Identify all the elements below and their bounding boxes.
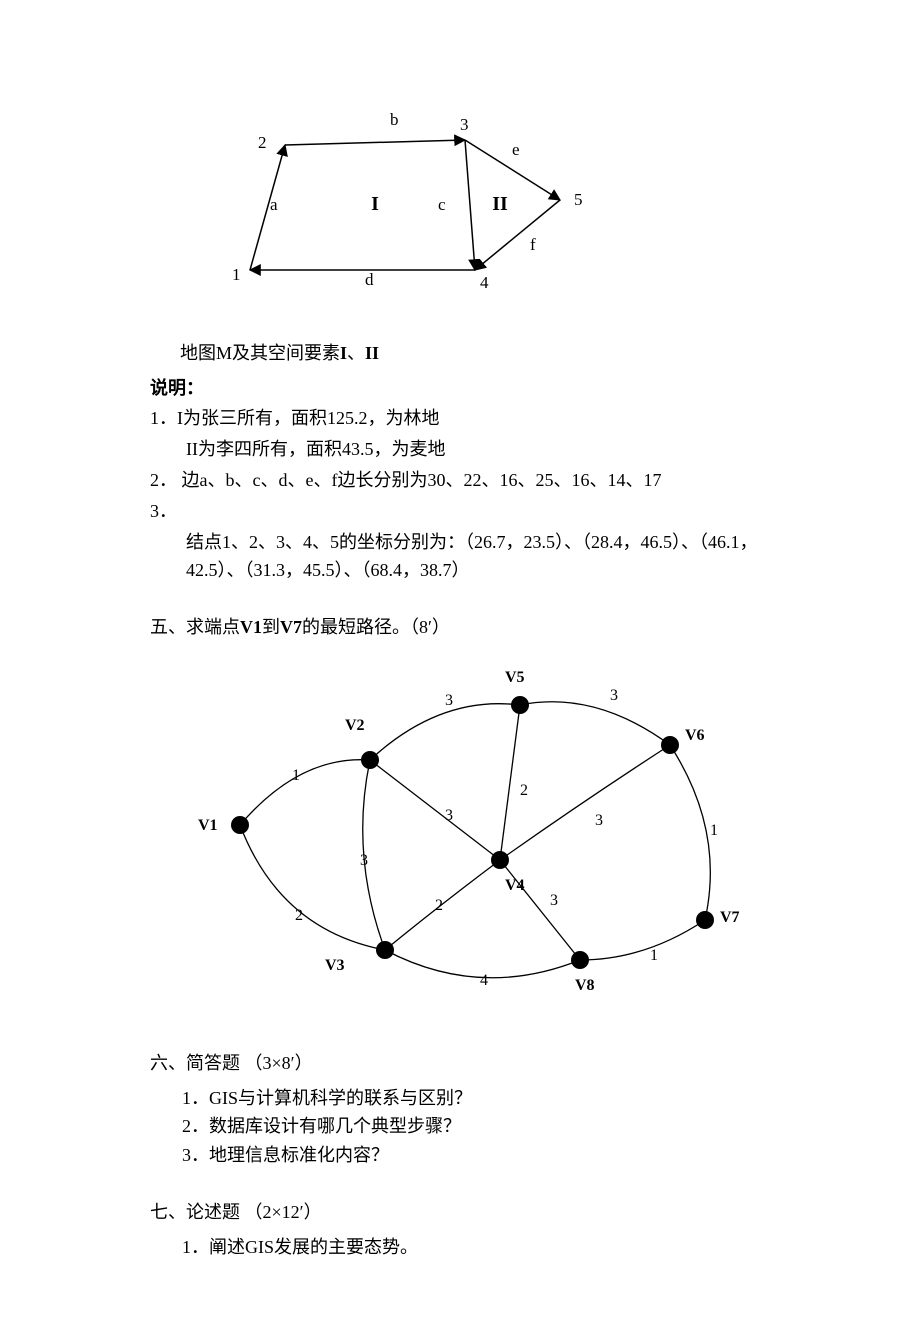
description-line: 1．I为张三所有，面积125.2，为林地: [150, 404, 790, 433]
svg-text:1: 1: [232, 265, 241, 284]
svg-text:1: 1: [710, 822, 718, 839]
svg-text:4: 4: [480, 972, 488, 989]
svg-text:V1: V1: [198, 817, 218, 834]
svg-text:V8: V8: [575, 977, 595, 994]
svg-text:b: b: [390, 110, 399, 129]
svg-text:V6: V6: [685, 727, 705, 744]
svg-text:V7: V7: [720, 909, 740, 926]
section5-text: 五、求端点V1到V7的最短路径。（8′）: [150, 617, 450, 637]
svg-text:4: 4: [480, 273, 489, 292]
caption-text: 地图M及其空间要素I、II: [180, 343, 379, 363]
svg-text:2: 2: [435, 897, 443, 914]
question-item: 1．阐述GIS发展的主要态势。: [182, 1233, 790, 1262]
svg-text:V2: V2: [345, 717, 365, 734]
svg-text:3: 3: [550, 892, 558, 909]
svg-text:d: d: [365, 270, 374, 289]
svg-text:3: 3: [460, 115, 469, 134]
svg-text:2: 2: [295, 907, 303, 924]
question-item: 1．GIS与计算机科学的联系与区别？: [182, 1084, 790, 1113]
svg-text:2: 2: [258, 133, 267, 152]
question-item: 3．地理信息标准化内容？: [182, 1141, 790, 1170]
section6-items: 1．GIS与计算机科学的联系与区别？2．数据库设计有哪几个典型步骤？3．地理信息…: [150, 1084, 790, 1170]
map-polygon-diagram: abcdefIII12345: [190, 100, 790, 309]
svg-text:a: a: [270, 195, 278, 214]
description-block: 1．I为张三所有，面积125.2，为林地II为李四所有，面积43.5，为麦地2．…: [150, 404, 790, 585]
section7-heading: 七、论述题 （2×12′）: [150, 1198, 790, 1227]
svg-text:1: 1: [292, 767, 300, 784]
svg-text:3: 3: [360, 852, 368, 869]
description-line: 3．: [150, 497, 790, 526]
diagram2-svg: 1 2 3 3 3 2 4 2 3 3 3 1 1 V1 V2 V3 V4 V5 V6 V7 V8: [180, 650, 760, 1010]
description-line: II为李四所有，面积43.5，为麦地: [186, 435, 790, 464]
description-label: 说明：: [150, 374, 790, 403]
question-item: 2．数据库设计有哪几个典型步骤？: [182, 1112, 790, 1141]
svg-text:3: 3: [445, 692, 453, 709]
shortest-path-diagram: 1 2 3 3 3 2 4 2 3 3 3 1 1 V1 V2 V3 V4 V5 V6 V7 V8: [180, 650, 790, 1019]
svg-text:c: c: [438, 195, 446, 214]
svg-text:5: 5: [574, 190, 583, 209]
diagram1-caption: 地图M及其空间要素I、II: [180, 339, 790, 368]
svg-text:e: e: [512, 140, 520, 159]
svg-text:II: II: [492, 193, 508, 215]
svg-text:V4: V4: [505, 877, 525, 894]
description-line: 2． 边a、b、c、d、e、f边长分别为30、22、16、25、16、14、17: [150, 466, 790, 495]
svg-text:V3: V3: [325, 957, 345, 974]
svg-text:3: 3: [610, 687, 618, 704]
svg-text:1: 1: [650, 947, 658, 964]
section6-heading: 六、简答题 （3×8′）: [150, 1049, 790, 1078]
svg-text:I: I: [371, 193, 379, 215]
svg-text:2: 2: [520, 782, 528, 799]
svg-text:3: 3: [595, 812, 603, 829]
diagram1-svg: abcdefIII12345: [190, 100, 620, 300]
svg-text:f: f: [530, 235, 536, 254]
svg-text:3: 3: [445, 807, 453, 824]
section7-items: 1．阐述GIS发展的主要态势。: [150, 1233, 790, 1262]
section5-heading: 五、求端点V1到V7的最短路径。（8′）: [150, 613, 790, 642]
description-line: 结点1、2、3、4、5的坐标分别为：（26.7，23.5）、（28.4，46.5…: [186, 528, 790, 586]
svg-text:V5: V5: [505, 669, 525, 686]
